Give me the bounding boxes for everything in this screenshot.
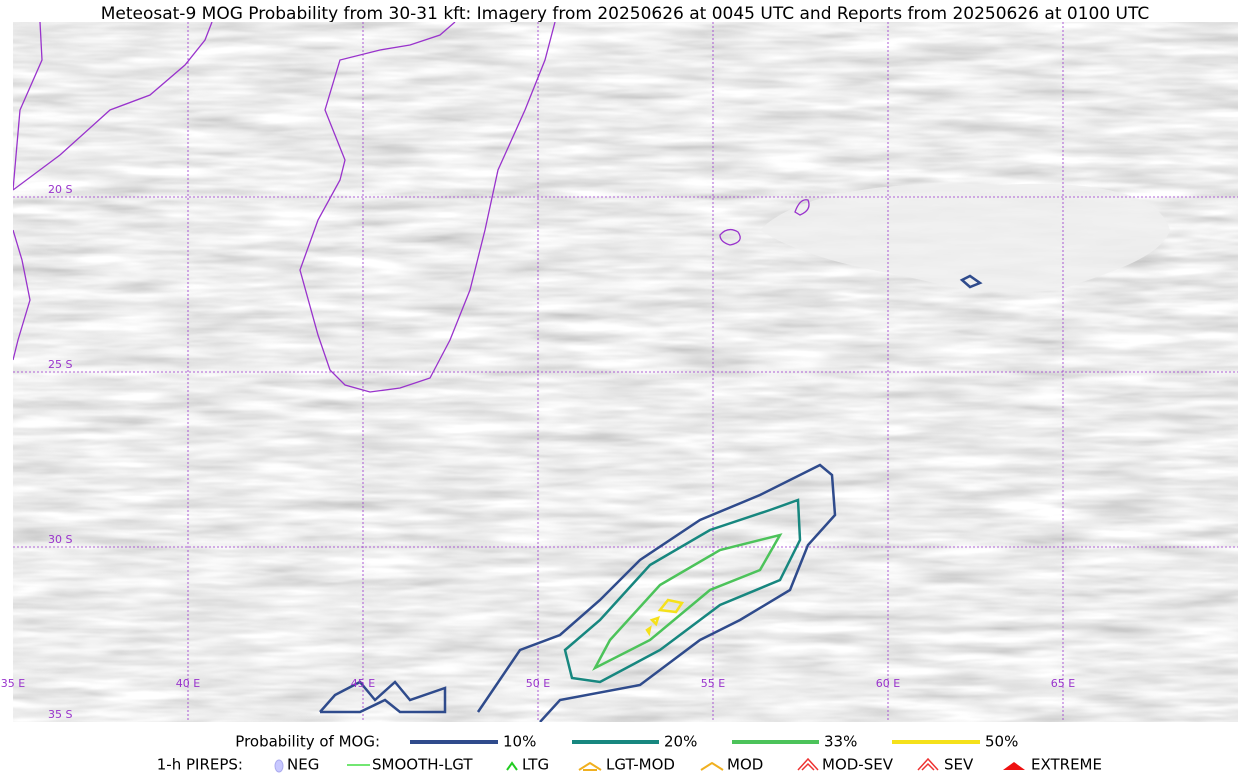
legend-item: SEV (944, 756, 974, 774)
lat-label: 30 S (48, 533, 72, 546)
lon-label: 45 E (351, 677, 375, 690)
graticule (13, 22, 1238, 722)
lon-label: 50 E (526, 677, 550, 690)
legend-title: Probability of MOG: (235, 733, 380, 751)
legend-item: LGT-MOD (606, 756, 675, 774)
cloud-band (760, 183, 1170, 292)
lon-label: 55 E (701, 677, 725, 690)
title: Meteosat-9 MOG Probability from 30-31 kf… (101, 4, 1150, 24)
coastlines (13, 22, 810, 393)
lat-label: 20 S (48, 183, 72, 196)
legend-item: 50% (985, 733, 1018, 751)
legend-item: EXTREME (1031, 756, 1102, 774)
lat-label: 35 S (48, 708, 72, 721)
legend-item: SMOOTH-LGT (372, 756, 473, 774)
legend-item: 33% (824, 733, 857, 751)
lon-label: 60 E (876, 677, 900, 690)
legend: Probability of MOG: 10% 20% 33% 50% 1-h … (157, 733, 1102, 774)
lon-label: 35 E (1, 677, 25, 690)
lon-label: 40 E (176, 677, 200, 690)
legend-item: 20% (664, 733, 697, 751)
legend-item: MOD-SEV (822, 756, 894, 774)
lat-label: 25 S (48, 358, 72, 371)
lon-label: 65 E (1051, 677, 1075, 690)
legend-item: MOD (727, 756, 763, 774)
legend-item: 10% (503, 733, 536, 751)
legend-item: NEG (287, 756, 319, 774)
legend-item: LTG (522, 756, 549, 774)
map (13, 22, 1238, 722)
probability-contours (319, 274, 983, 722)
legend-title: 1-h PIREPS: (157, 756, 243, 774)
